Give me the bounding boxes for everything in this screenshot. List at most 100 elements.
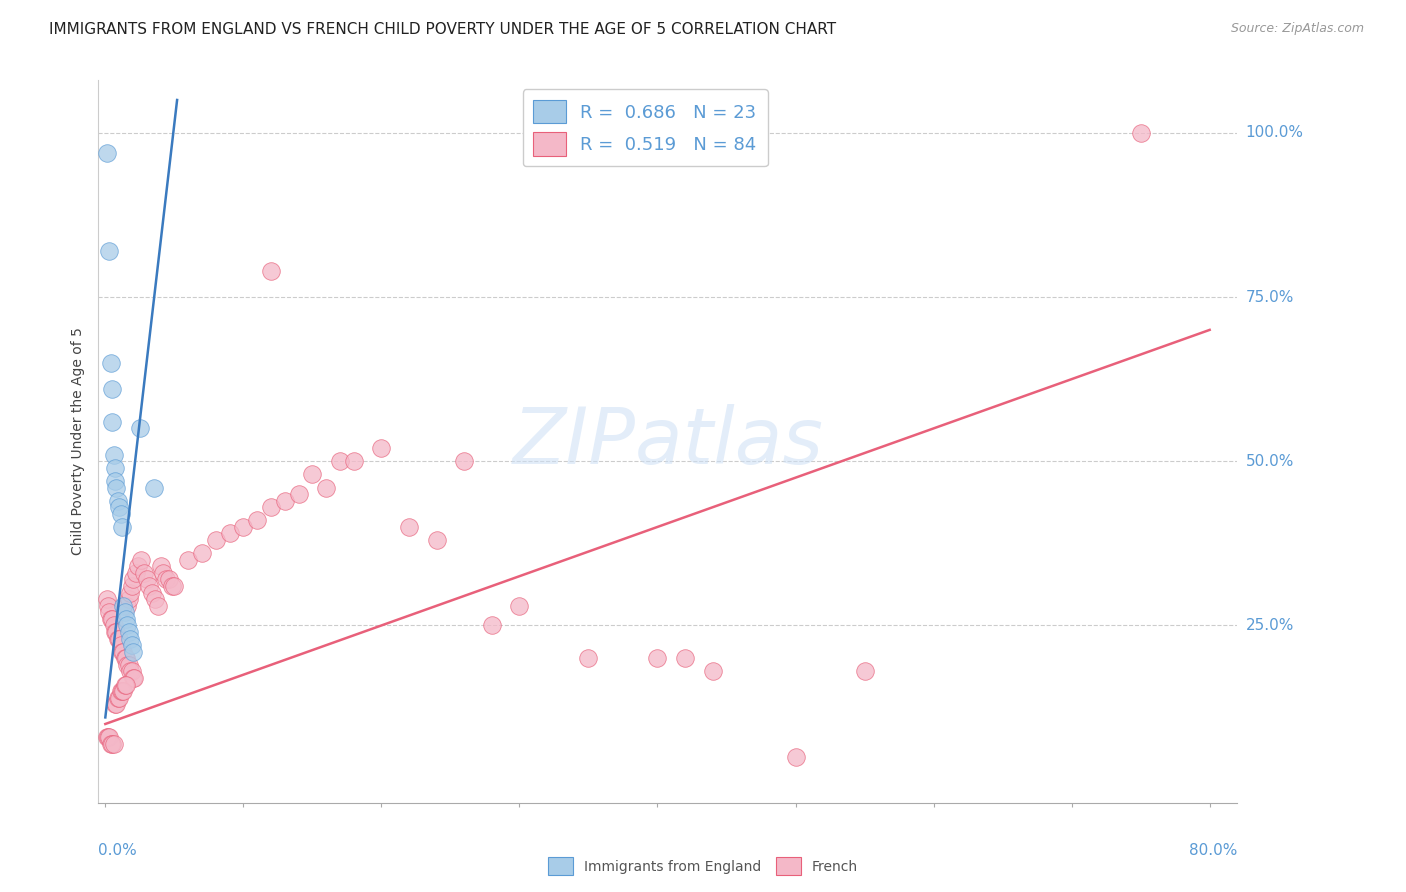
Point — [104, 474, 127, 488]
Point — [121, 665, 143, 679]
Point — [398, 520, 420, 534]
Text: 80.0%: 80.0% — [1189, 843, 1237, 857]
Point — [122, 573, 145, 587]
Point — [785, 749, 807, 764]
Point — [138, 579, 160, 593]
Point — [1129, 126, 1152, 140]
Point — [96, 145, 118, 160]
Point — [115, 612, 138, 626]
Text: 75.0%: 75.0% — [1246, 290, 1294, 304]
Point — [114, 677, 136, 691]
Point — [104, 698, 127, 712]
Point — [114, 651, 136, 665]
Point — [152, 566, 174, 580]
Point — [160, 579, 183, 593]
Point — [110, 638, 132, 652]
Legend: Immigrants from England, French: Immigrants from England, French — [543, 852, 863, 880]
Point — [114, 605, 136, 619]
Point — [96, 730, 118, 744]
Point — [103, 737, 125, 751]
Point — [111, 645, 134, 659]
Point — [191, 546, 214, 560]
Point — [232, 520, 254, 534]
Point — [110, 684, 132, 698]
Point — [260, 264, 283, 278]
Point — [287, 487, 309, 501]
Point — [100, 737, 122, 751]
Point — [260, 500, 283, 515]
Point — [370, 441, 392, 455]
Point — [647, 651, 669, 665]
Point — [112, 684, 135, 698]
Point — [702, 665, 724, 679]
Point — [98, 244, 121, 258]
Point — [108, 690, 131, 705]
Text: 0.0%: 0.0% — [98, 843, 138, 857]
Point — [120, 632, 142, 646]
Point — [105, 698, 128, 712]
Point — [122, 671, 145, 685]
Point — [128, 421, 150, 435]
Point — [107, 493, 129, 508]
Point — [246, 513, 269, 527]
Point — [177, 553, 200, 567]
Text: 100.0%: 100.0% — [1246, 126, 1303, 140]
Point — [149, 559, 172, 574]
Point — [100, 612, 122, 626]
Point — [118, 625, 141, 640]
Point — [104, 625, 127, 640]
Point — [274, 493, 297, 508]
Point — [157, 573, 180, 587]
Point — [329, 454, 352, 468]
Point — [481, 618, 503, 632]
Text: 50.0%: 50.0% — [1246, 454, 1294, 468]
Point — [155, 573, 177, 587]
Point — [96, 592, 118, 607]
Point — [163, 579, 186, 593]
Point — [107, 632, 129, 646]
Point — [105, 481, 128, 495]
Point — [112, 599, 135, 613]
Point — [101, 415, 124, 429]
Point — [117, 618, 139, 632]
Point — [105, 625, 128, 640]
Text: 25.0%: 25.0% — [1246, 618, 1294, 633]
Point — [122, 645, 145, 659]
Legend: R =  0.686   N = 23, R =  0.519   N = 84: R = 0.686 N = 23, R = 0.519 N = 84 — [523, 89, 768, 167]
Point — [673, 651, 696, 665]
Point — [853, 665, 876, 679]
Point — [97, 730, 120, 744]
Text: ZIPatlas: ZIPatlas — [512, 403, 824, 480]
Point — [204, 533, 226, 547]
Point — [508, 599, 530, 613]
Point — [141, 585, 163, 599]
Point — [112, 645, 135, 659]
Point — [108, 632, 131, 646]
Point — [101, 612, 124, 626]
Point — [111, 684, 134, 698]
Point — [578, 651, 600, 665]
Point — [110, 507, 132, 521]
Point — [118, 657, 141, 672]
Point — [115, 677, 138, 691]
Point — [125, 566, 148, 580]
Point — [129, 553, 152, 567]
Text: Source: ZipAtlas.com: Source: ZipAtlas.com — [1230, 22, 1364, 36]
Point — [301, 467, 323, 482]
Point — [103, 448, 125, 462]
Point — [117, 657, 139, 672]
Point — [118, 592, 141, 607]
Point — [121, 638, 143, 652]
Point — [120, 585, 142, 599]
Point — [111, 520, 134, 534]
Point — [108, 500, 131, 515]
Point — [426, 533, 449, 547]
Point — [135, 573, 157, 587]
Point — [127, 559, 149, 574]
Point — [100, 356, 122, 370]
Point — [142, 481, 165, 495]
Point — [124, 671, 146, 685]
Point — [103, 618, 125, 632]
Point — [101, 382, 124, 396]
Point — [115, 651, 138, 665]
